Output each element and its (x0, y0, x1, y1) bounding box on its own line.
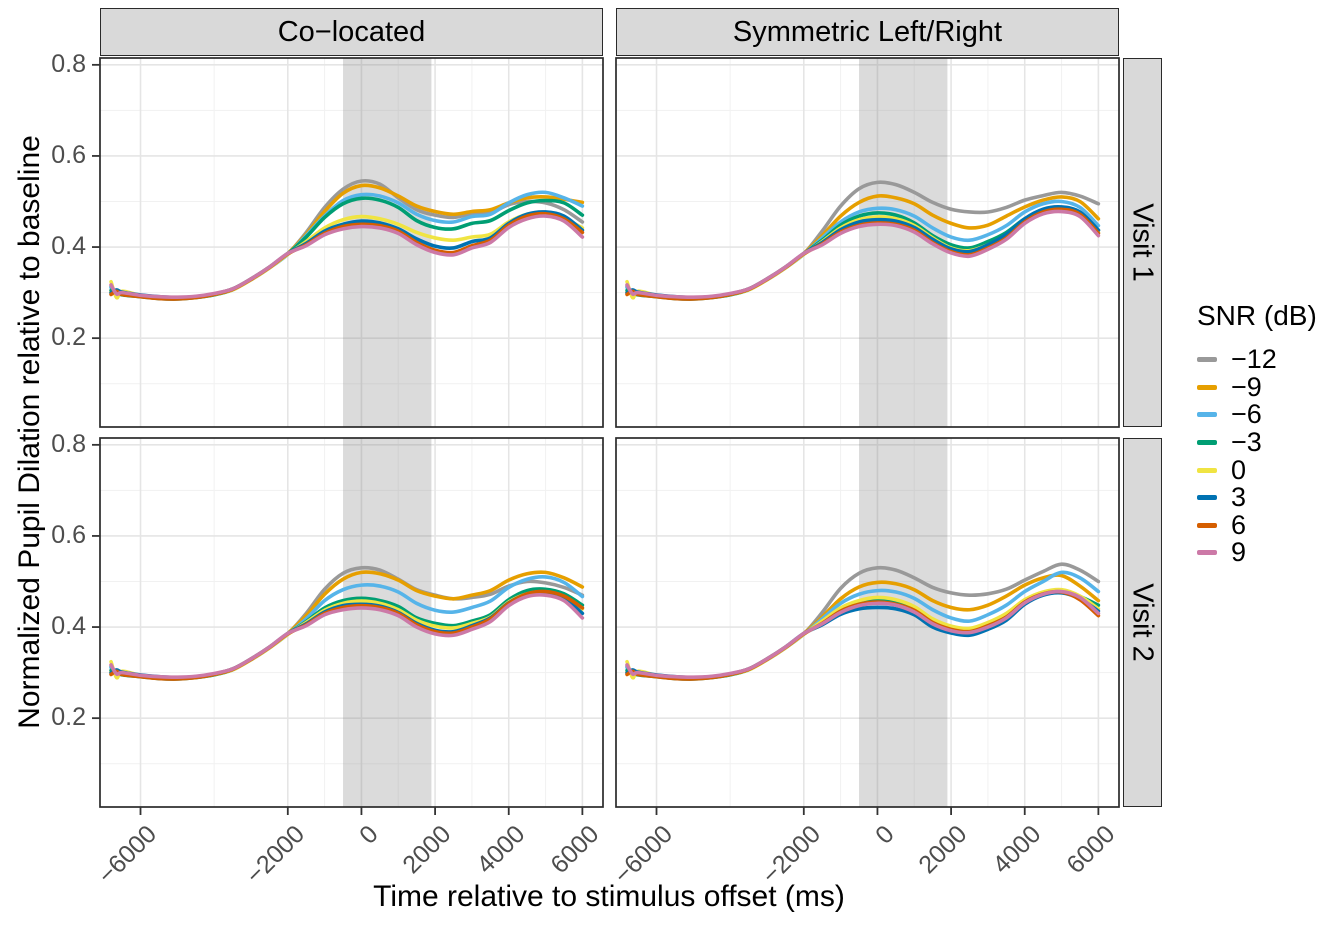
facet-strip-visit-2-label: Visit 2 (1127, 583, 1160, 662)
legend-line-swatch (1197, 522, 1217, 528)
legend-line-swatch (1197, 467, 1217, 473)
y-tick-label: 0.6 (51, 140, 86, 169)
facet-strip-symmetric-label: Symmetric Left/Right (732, 15, 1003, 48)
series-line-snr-9 (625, 209, 1101, 299)
legend-line-swatch (1197, 357, 1217, 363)
legend-line-swatch (1197, 495, 1217, 501)
panel-Symmetric Left/Right-Visit 1 (615, 57, 1120, 428)
legend-entry-label: −3 (1231, 427, 1262, 458)
legend-entry-label: 3 (1231, 482, 1247, 513)
legend-entry: 3 (1197, 484, 1317, 512)
y-tick-label: 0.2 (51, 703, 86, 732)
panel-Symmetric Left/Right-Visit 2 (615, 437, 1120, 808)
facet-strip-visit-1: Visit 1 (1123, 58, 1162, 427)
legend-entry-label: 6 (1231, 509, 1247, 540)
legend-entry-label: −6 (1231, 399, 1262, 430)
legend-entry: −9 (1197, 371, 1317, 402)
legend-entries: −12 −9 −6 −3 0 3 (1197, 346, 1317, 567)
legend-entry-label: 0 (1231, 454, 1247, 485)
legend-entry-label: −9 (1231, 371, 1262, 402)
series-line-snr-9 (625, 589, 1101, 679)
y-tick-label: 0.4 (51, 231, 86, 260)
series-line-snr-9 (109, 214, 585, 299)
legend-entry: −3 (1197, 429, 1317, 457)
legend-line-swatch (1197, 440, 1217, 446)
legend-entry: −12 (1197, 346, 1317, 374)
legend-line-swatch (1197, 550, 1217, 556)
y-tick-label: 0.8 (51, 49, 86, 78)
y-tick-label: 0.4 (51, 611, 86, 640)
series-line-snr-9 (109, 593, 585, 679)
legend-entry-label: −12 (1231, 344, 1277, 375)
legend-entry: 6 (1197, 509, 1317, 540)
legend-entry: −6 (1197, 401, 1317, 429)
legend-entry: 9 (1197, 539, 1317, 567)
y-tick-label: 0.8 (51, 429, 86, 458)
y-tick-label: 0.6 (51, 520, 86, 549)
panel-Co-located-Visit 1 (99, 57, 604, 428)
panel-Co-located-Visit 2 (99, 437, 604, 808)
x-axis-title: Time relative to stimulus offset (ms) (373, 880, 845, 913)
legend: SNR (dB) −12 −9 −6 −3 0 (1197, 300, 1317, 567)
legend-line-swatch (1197, 412, 1217, 418)
legend-title: SNR (dB) (1197, 300, 1317, 331)
legend-entry-label: 9 (1231, 537, 1247, 568)
facet-strip-visit-2: Visit 2 (1123, 438, 1162, 807)
legend-entry: 0 (1197, 456, 1317, 484)
facet-strip-co-located-label: Co−located (277, 15, 426, 48)
series-line-snr-6 (109, 589, 585, 681)
facet-strip-co-located: Co−located (100, 8, 603, 56)
legend-line-swatch (1197, 384, 1217, 390)
facet-strip-symmetric: Symmetric Left/Right (616, 8, 1119, 56)
y-tick-label: 0.2 (51, 323, 86, 352)
facet-strip-visit-1-label: Visit 1 (1127, 203, 1160, 282)
